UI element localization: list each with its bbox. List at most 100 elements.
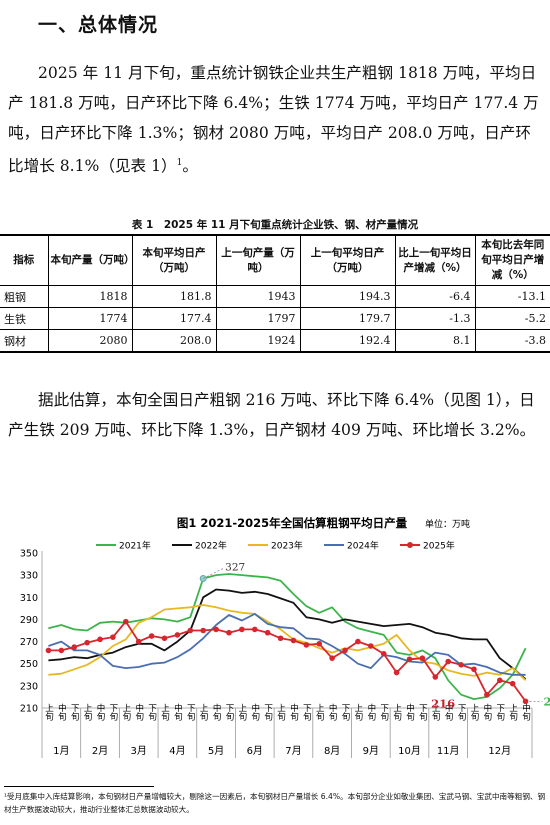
x-tick-label: 中旬 [56, 703, 66, 722]
month-label: 3月 [131, 745, 147, 757]
peak-label: 327 [225, 561, 245, 573]
legend-label-2023年: 2023年 [271, 540, 303, 552]
table-header-6: 本旬比去年同旬平均日产增减（%） [474, 234, 550, 286]
y-tick-label: 230 [20, 681, 38, 692]
x-tick-label: 中旬 [405, 703, 415, 722]
paragraph-summary-end: 。 [182, 157, 198, 176]
x-tick-label: 下旬 [340, 704, 350, 722]
table-cell: -6.4 [394, 285, 475, 308]
table-cell: 179.7 [299, 307, 395, 330]
x-tick-label: 上旬 [276, 704, 286, 722]
data-point-2025年 [342, 647, 348, 654]
table-row-label: 粗钢 [0, 285, 48, 308]
x-tick-label: 中旬 [366, 703, 376, 722]
data-point-2025年 [187, 627, 194, 634]
table-header-row: 指标 本旬产量（万吨） 本旬平均日产（万吨） 上一旬产量（万吨） 上一旬平均日产（万吨）… [0, 234, 550, 286]
latest-value-label: 216 [431, 696, 455, 710]
data-point-2025年 [135, 638, 142, 645]
table-cell: 2080 [47, 329, 132, 353]
x-tick-label: 上旬 [237, 704, 247, 722]
series-line-2025年 [48, 620, 527, 702]
x-tick-label: 下旬 [417, 704, 427, 722]
x-tick-label: 中旬 [211, 703, 221, 722]
x-tick-label: 上旬 [160, 704, 170, 722]
data-point-2025年 [303, 642, 310, 648]
peak-marker [199, 574, 207, 582]
data-point-2025年 [368, 643, 374, 649]
data-point-2025年 [458, 662, 464, 668]
table-cell: -13.1 [474, 285, 550, 308]
month-label: 5月 [208, 745, 224, 757]
comparison-value-label: 220 [544, 694, 550, 708]
paragraph-summary-text: 2025 年 11 月下旬，重点统计钢铁企业共生产粗钢 1818 万吨，平均日产… [8, 64, 539, 176]
x-tick-label: 下旬 [185, 704, 195, 722]
data-point-2025年 [496, 677, 503, 684]
x-tick-label: 上旬 [392, 704, 402, 722]
data-point-2025年 [432, 674, 439, 680]
month-label: 11月 [437, 745, 460, 757]
x-tick-label: 中旬 [134, 703, 144, 722]
legend-label-2022年: 2022年 [195, 540, 227, 552]
x-tick-label: 下旬 [263, 704, 273, 722]
table-cell: -1.3 [394, 307, 475, 330]
data-point-2025年 [148, 633, 155, 639]
table-cell: 1797 [215, 307, 300, 330]
data-point-2025年 [264, 629, 271, 636]
data-point-2025年 [509, 680, 516, 687]
x-tick-label: 下旬 [301, 704, 311, 722]
table-cell: 1774 [47, 307, 132, 330]
table-header-4: 上一旬平均日产（万吨） [299, 234, 395, 286]
data-point-2025年 [110, 634, 116, 640]
x-tick-label: 上旬 [43, 704, 53, 722]
data-point-2025年 [45, 647, 52, 654]
data-point-2025年 [226, 629, 232, 636]
month-label: 12月 [488, 745, 511, 757]
table-header-2: 本旬平均日产（万吨） [131, 234, 216, 286]
month-label: 2月 [92, 745, 108, 757]
x-tick-label: 中旬 [95, 703, 105, 722]
month-label: 9月 [363, 745, 379, 757]
x-tick-label: 上旬 [430, 704, 440, 722]
series-line-2023年 [48, 604, 527, 681]
table-header-0: 指标 [0, 234, 48, 286]
footnote-mark[interactable]: 1 [176, 158, 183, 168]
section-heading: 一、总体情况 [38, 14, 159, 36]
table-cell: 181.8 [131, 285, 216, 308]
x-tick-label: 中旬 [327, 703, 337, 722]
data-point-2025年 [277, 635, 284, 642]
x-tick-label: 上旬 [508, 704, 518, 722]
y-tick-label: 250 [20, 659, 38, 670]
data-point-2025年 [58, 647, 65, 654]
legend-label-2021年: 2021年 [119, 540, 151, 552]
data-point-2025年 [329, 655, 335, 661]
table-cell: 8.1 [394, 329, 475, 353]
table-cell: -5.2 [474, 307, 550, 330]
table-row: 钢材 2080 208.0 1924 192.4 8.1 -3.8 [0, 329, 550, 353]
daily-output-chart: 图1 2021-2025年全国估算粗钢平均日产量 单位：万吨 2021年 2022年 2… [20, 516, 550, 758]
x-tick-label: 下旬 [147, 704, 157, 722]
table-row-label: 钢材 [0, 329, 48, 353]
x-tick-label: 上旬 [314, 704, 324, 722]
series-line-2024年 [48, 613, 526, 676]
legend-label-2024年: 2024年 [347, 540, 379, 552]
x-tick-label: 中旬 [443, 703, 453, 722]
paragraph-estimate: 据此估算，本旬全国日产粗钢 216 万吨、环比下降 6.4%（见图 1），日产生… [8, 391, 536, 439]
y-tick-label: 270 [20, 637, 38, 648]
data-point-2025年 [71, 644, 78, 650]
data-point-2025年 [393, 669, 400, 676]
series-line-2022年 [48, 588, 527, 680]
x-tick-label: 中旬 [288, 703, 298, 722]
data-point-2025年 [161, 635, 168, 642]
data-point-2025年 [484, 691, 490, 698]
paragraph-summary: 2025 年 11 月下旬，重点统计钢铁企业共生产粗钢 1818 万吨，平均日产… [8, 58, 544, 181]
data-point-2025年 [290, 637, 297, 644]
data-point-2025年 [355, 638, 361, 645]
month-label: 1月 [53, 745, 69, 757]
month-label: 4月 [169, 745, 185, 757]
legend-label-2025年: 2025年 [423, 540, 455, 552]
table-row: 粗钢 1818 181.8 1943 194.3 -6.4 -13.1 [0, 285, 550, 308]
x-tick-label: 中旬 [250, 703, 260, 722]
table-cell: 194.3 [299, 285, 395, 308]
x-tick-label: 上旬 [82, 704, 92, 722]
table-header-5: 比上一旬平均日产增减（%） [394, 234, 475, 286]
